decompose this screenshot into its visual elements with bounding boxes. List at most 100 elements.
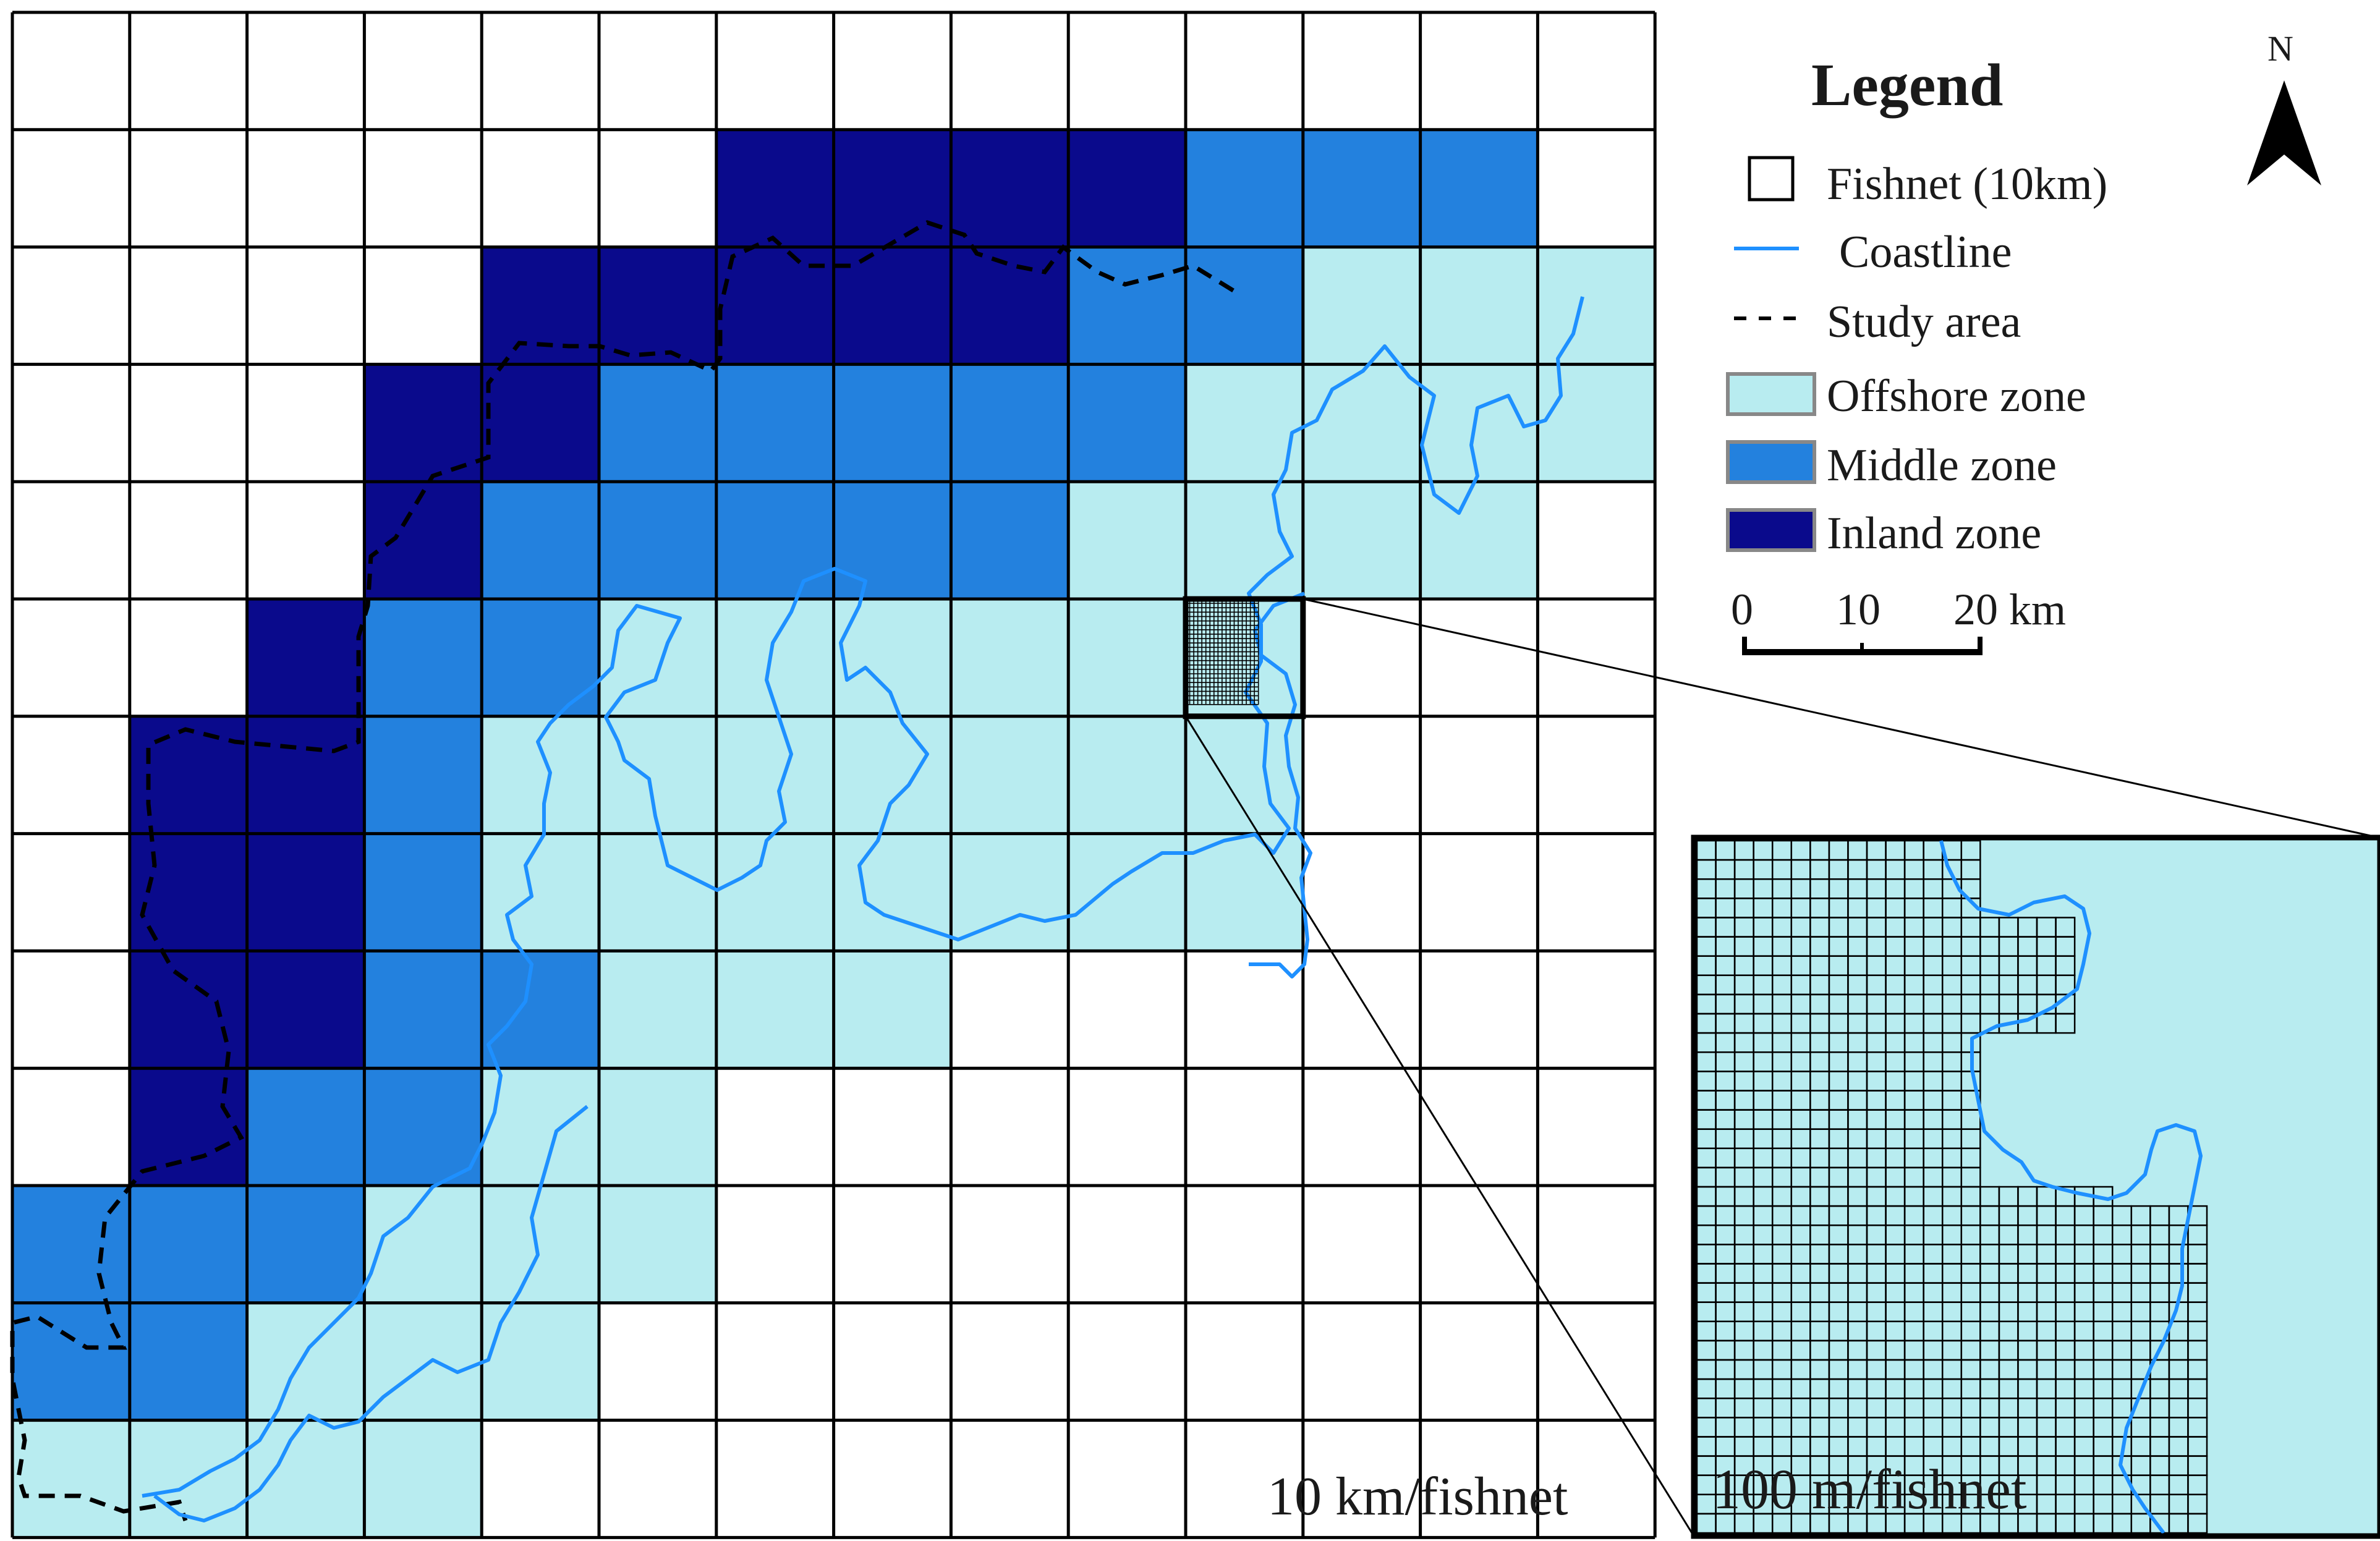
grid-cell-middle [1420, 129, 1538, 247]
grid-cell-empty [1537, 12, 1655, 130]
coastline-southwest [153, 1105, 589, 1522]
grid-cell-empty [129, 599, 247, 716]
grid-cell-middle [364, 833, 482, 951]
grid-cell-empty [1186, 1420, 1303, 1538]
grid-cell-offshore [1068, 716, 1186, 834]
grid-cell-empty [951, 1068, 1069, 1186]
grid-cell-empty [716, 1420, 834, 1538]
grid-cell-empty [364, 12, 482, 130]
grid-cell-inland [129, 1068, 247, 1186]
grid-cell-inland [716, 129, 834, 247]
inset-fishnet-cell [2187, 1513, 2208, 1534]
grid-cell-inland [482, 247, 599, 365]
grid-cell-empty [12, 833, 130, 951]
legend-item-study-area: Study area [1827, 297, 2021, 347]
main-map-gridlines [11, 11, 1657, 1539]
scale-tick-10: 10 [1836, 585, 1881, 634]
grid-cell-offshore [1537, 364, 1655, 482]
grid-cell-offshore [599, 599, 716, 716]
grid-cell-empty [833, 1186, 951, 1303]
grid-cell-offshore [599, 833, 716, 951]
grid-cell-middle [716, 364, 834, 482]
grid-cell-empty [599, 1302, 716, 1420]
grid-cell-offshore [599, 1186, 716, 1303]
grid-cell-empty [12, 599, 130, 716]
grid-cell-offshore [364, 1302, 482, 1420]
coastline-east [1249, 592, 1312, 979]
grid-cell-middle [364, 1068, 482, 1186]
grid-cell-offshore [599, 951, 716, 1069]
legend-item-middle: Middle zone [1827, 440, 2057, 491]
grid-cell-empty [599, 12, 716, 130]
scale-tick-0: 0 [1731, 585, 1753, 634]
grid-cell-empty [12, 482, 130, 599]
grid-cell-empty [129, 129, 247, 247]
legend-item-coastline: Coastline [1839, 227, 2012, 278]
grid-cell-empty [482, 1420, 599, 1538]
grid-cell-empty [12, 12, 130, 130]
grid-cell-inland [364, 364, 482, 482]
grid-cell-empty [951, 1302, 1069, 1420]
grid-cell-empty [482, 129, 599, 247]
grid-cell-middle [951, 364, 1069, 482]
grid-cell-offshore [1420, 247, 1538, 365]
inset-fishnet-cell [2055, 1012, 2076, 1034]
grid-cell-empty [716, 12, 834, 130]
grid-cell-empty [1303, 599, 1421, 716]
legend-item-fishnet: Fishnet (10km) [1827, 159, 2107, 210]
grid-cell-empty [1303, 1186, 1421, 1303]
grid-cell-offshore [716, 716, 834, 834]
grid-cell-empty [1420, 1302, 1538, 1420]
grid-cell-empty [599, 1420, 716, 1538]
grid-cell-empty [1186, 12, 1303, 130]
grid-cell-offshore [1303, 247, 1421, 365]
grid-cell-empty [364, 247, 482, 365]
grid-cell-offshore [833, 716, 951, 834]
grid-cell-empty [1303, 1302, 1421, 1420]
grid-cell-empty [129, 247, 247, 365]
north-label: N [2267, 28, 2293, 69]
scale-bar: 0 10 20 km [1731, 585, 2066, 655]
scale-tick-20: 20 km [1953, 585, 2066, 634]
grid-cell-offshore [951, 599, 1069, 716]
grid-cell-empty [833, 1068, 951, 1186]
grid-cell-offshore [716, 951, 834, 1069]
grid-cell-inland [129, 951, 247, 1069]
grid-cell-middle [833, 364, 951, 482]
grid-cell-offshore [833, 833, 951, 951]
inset-leader-line-bottom [1184, 716, 1695, 1537]
grid-cell-middle [716, 482, 834, 599]
grid-cell-offshore [1186, 364, 1303, 482]
main-map-grid [12, 12, 1655, 1538]
grid-cell-empty [12, 364, 130, 482]
grid-cell-offshore [129, 1420, 247, 1538]
fishnet-swatch-icon [1748, 156, 1795, 202]
grid-cell-middle [1068, 364, 1186, 482]
inset-leader-line-top [1303, 598, 2379, 839]
grid-cell-offshore [12, 1420, 130, 1538]
inset-map [1691, 834, 2380, 1539]
grid-cell-empty [1420, 1420, 1538, 1538]
inset-scale-label: 100 m/fishnet [1712, 1458, 2027, 1521]
grid-cell-empty [1420, 12, 1538, 130]
grid-cell-offshore [482, 1068, 599, 1186]
grid-cell-empty [716, 1186, 834, 1303]
study-area-boundary [10, 220, 1235, 1522]
grid-cell-empty [247, 129, 365, 247]
grid-cell-empty [1068, 951, 1186, 1069]
inset-fishnet-cells [1696, 839, 2208, 1534]
grid-cell-middle [1186, 247, 1303, 365]
coastline-main [142, 296, 1584, 1498]
grid-cell-middle [482, 482, 599, 599]
grid-cell-offshore [599, 1068, 716, 1186]
grid-cell-empty [1420, 833, 1538, 951]
grid-cell-offshore [1420, 364, 1538, 482]
grid-cell-empty [12, 1068, 130, 1186]
grid-cell-middle [482, 951, 599, 1069]
grid-cell-empty [1303, 716, 1421, 834]
grid-cell-middle [482, 599, 599, 716]
grid-cell-offshore [247, 1302, 365, 1420]
grid-cell-empty [951, 951, 1069, 1069]
grid-cell-empty [1303, 1068, 1421, 1186]
